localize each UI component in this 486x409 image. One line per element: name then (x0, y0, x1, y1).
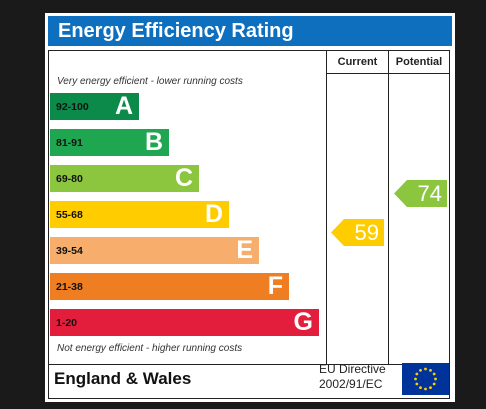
band-f: 21-38 F (50, 272, 289, 300)
band-letter: A (114, 92, 133, 120)
region-label: England & Wales (54, 369, 192, 388)
current-rating-value: 59 (354, 220, 379, 245)
eu-star-icon (424, 367, 427, 371)
band-range: 69-80 (56, 173, 83, 185)
column-divider-current (326, 51, 327, 364)
eu-star-icon (415, 372, 419, 376)
band-g: 1-20 G (50, 308, 319, 336)
eu-star-icon (429, 368, 432, 372)
band-d: 55-68 D (50, 200, 229, 228)
band-letter: B (144, 128, 163, 156)
eu-star-icon (432, 382, 436, 386)
band-range: 55-68 (56, 209, 83, 221)
eu-star-icon (434, 377, 437, 381)
header-divider (326, 73, 449, 74)
column-divider-potential (388, 51, 389, 364)
eu-star-icon (429, 386, 432, 390)
eu-directive: EU Directive 2002/91/EC (319, 362, 386, 392)
band-range: 21-38 (56, 281, 83, 293)
title-bar: Energy Efficiency Rating (48, 16, 452, 46)
eu-star-icon (415, 382, 419, 386)
column-header-potential: Potential (395, 56, 443, 68)
energy-rating-chart: Energy Efficiency Rating Current Potenti… (45, 13, 455, 402)
band-letter: E (236, 236, 253, 264)
eu-directive-line1: EU Directive (319, 362, 386, 376)
eu-directive-line2: 2002/91/EC (319, 377, 383, 391)
eu-star-icon (419, 386, 422, 390)
eu-star-icon (424, 387, 427, 391)
note-not-efficient: Not energy efficient - higher running co… (57, 343, 243, 354)
eu-star-icon (419, 368, 422, 372)
band-b: 81-91 B (50, 128, 169, 156)
eu-star-icon (432, 372, 436, 376)
band-range: 81-91 (56, 137, 83, 149)
potential-rating-arrow: 74 (394, 180, 447, 207)
current-rating-arrow: 59 (331, 219, 384, 246)
column-header-current: Current (337, 56, 378, 68)
rating-grid: Current Potential Very energy efficient … (48, 50, 450, 399)
band-letter: F (267, 272, 283, 300)
band-a: 92-100 A (50, 92, 139, 120)
band-letter: C (174, 164, 193, 192)
note-very-efficient: Very energy efficient - lower running co… (57, 76, 243, 87)
footer-divider (49, 364, 449, 365)
eu-star-icon (414, 377, 417, 381)
band-range: 39-54 (56, 245, 83, 257)
chart-title: Energy Efficiency Rating (58, 20, 294, 42)
eu-flag-icon (402, 363, 449, 395)
band-e: 39-54 E (50, 236, 259, 264)
band-c: 69-80 C (50, 164, 199, 192)
potential-rating-value: 74 (417, 181, 442, 206)
band-letter: G (293, 308, 313, 336)
band-range: 92-100 (56, 101, 89, 113)
band-range: 1-20 (56, 317, 78, 329)
band-letter: D (204, 200, 223, 228)
eu-stars-icon (414, 367, 437, 391)
